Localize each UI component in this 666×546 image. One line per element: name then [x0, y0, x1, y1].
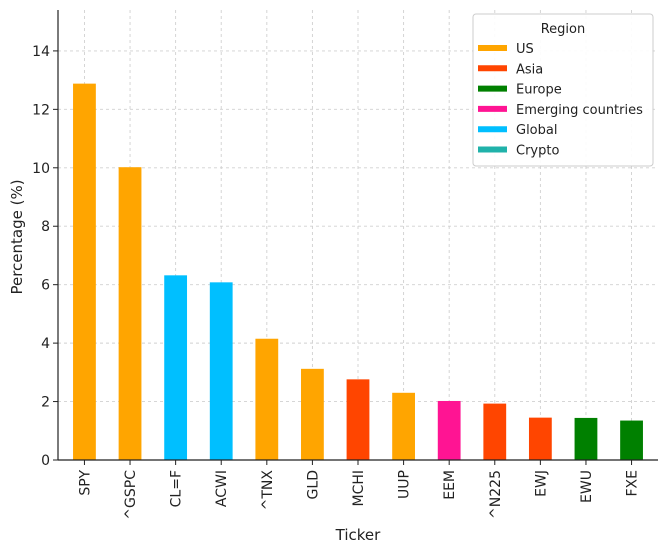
bar-clf — [164, 275, 188, 460]
y-axis-title: Percentage (%) — [8, 179, 26, 294]
bar-ewu — [574, 417, 598, 460]
legend: Region US Asia Europe Emerging countries Glo… — [472, 13, 654, 167]
x-tick-label: ACWI — [214, 470, 230, 507]
y-tick-label: 14 — [32, 44, 50, 60]
bar-spy — [73, 83, 96, 461]
bar-acwi — [209, 282, 233, 460]
bar-uup — [392, 392, 415, 460]
x-tick-label: CL=F — [169, 470, 185, 507]
bar-fxe — [620, 420, 643, 460]
y-tick-label: 10 — [32, 161, 50, 177]
y-tick-label: 12 — [32, 102, 50, 118]
y-tick-label: 6 — [41, 278, 50, 294]
x-tick-label: EWJ — [533, 470, 549, 497]
x-tick-label: MCHI — [351, 470, 367, 507]
tick-labels: 0 2 4 6 8 10 12 14 SPY ^GSPC CL=F ACWI ^TNX GLD MCHI UU… — [32, 44, 640, 520]
x-axis-title: Ticker — [335, 526, 381, 544]
x-tick-label: ^N225 — [488, 470, 504, 519]
y-tick-label: 2 — [41, 395, 50, 411]
bar-tnx — [255, 338, 279, 460]
bar-n225 — [483, 403, 507, 460]
x-tick-label: UUP — [397, 470, 413, 499]
bars — [73, 83, 643, 461]
legend-label: Europe — [516, 83, 562, 98]
x-tick-label: EWU — [579, 470, 595, 503]
bar-ewj — [528, 417, 552, 460]
legend-title: Region — [541, 22, 586, 37]
bar-eem — [437, 400, 461, 460]
legend-label: Emerging countries — [516, 103, 643, 118]
x-tick-label: ^TNX — [260, 470, 276, 511]
x-tick-label: SPY — [77, 470, 93, 496]
legend-label: Global — [516, 123, 557, 138]
legend-label: US — [516, 42, 534, 57]
y-tick-label: 4 — [41, 336, 50, 352]
legend-label: Crypto — [516, 144, 559, 159]
x-tick-label: EEM — [442, 470, 458, 500]
x-tick-label: GLD — [305, 470, 321, 499]
x-tick-label: ^GSPC — [123, 470, 139, 520]
legend-label: Asia — [516, 62, 543, 77]
y-tick-label: 8 — [41, 219, 50, 235]
legend-entries: US Asia Europe Emerging countries Global Cryp… — [478, 42, 643, 159]
bar-gspc — [118, 167, 142, 460]
bar-mchi — [346, 379, 370, 460]
x-tick-label: FXE — [625, 470, 641, 497]
legend-frame — [472, 13, 654, 167]
y-tick-label: 0 — [41, 453, 50, 469]
bar-gld — [301, 368, 324, 460]
